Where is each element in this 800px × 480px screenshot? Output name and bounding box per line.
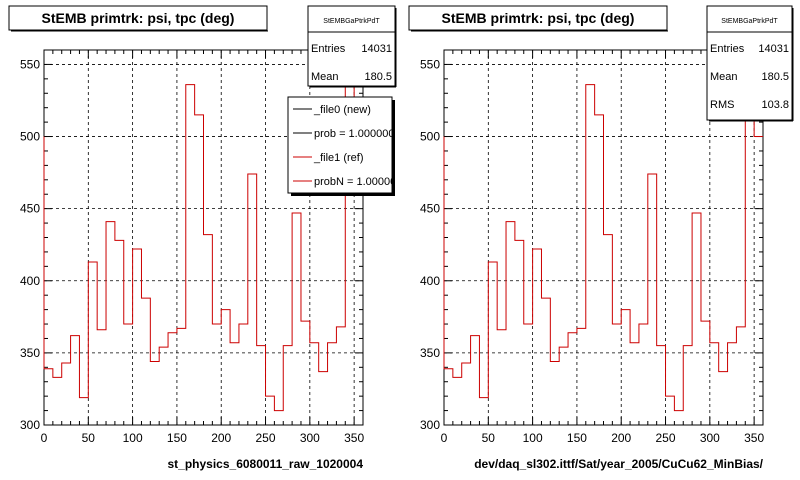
stats-value: 14031 [361, 43, 392, 55]
histogram-series-line [443, 68, 763, 412]
stats-name: StEMBGaPtrkPdT [721, 18, 778, 25]
legend-box [287, 96, 393, 194]
stats-label: RMS [710, 99, 734, 111]
stats-value: 180.5 [364, 71, 392, 83]
y-tick-label: 350 [420, 346, 440, 360]
stats-label: Entries [311, 43, 346, 55]
legend-label: probN = 1.000000 [314, 176, 402, 188]
legend-label: _file0 (new) [313, 104, 371, 116]
stats-value: 14031 [758, 43, 789, 55]
title-box [408, 5, 668, 31]
chart-title: StEMB primtrk: psi, tpc (deg) [42, 10, 235, 26]
y-tick-label: 400 [20, 274, 40, 288]
histogram-series-line [43, 68, 363, 412]
y-tick-label: 400 [420, 274, 440, 288]
stats-box [307, 5, 396, 87]
stats-label: Mean [311, 71, 339, 83]
x-tick-label: 200 [611, 431, 631, 445]
histogram-panel-1: 300 350 400 450 500 550 0 50 100 150 200 250 300 350 S… [8, 5, 402, 471]
y-tick-label: 550 [20, 57, 40, 71]
x-tick-label: 100 [523, 431, 543, 445]
x-tick-label: 250 [656, 431, 676, 445]
y-tick-label: 500 [20, 130, 40, 144]
chart-title: StEMB primtrk: psi, tpc (deg) [442, 10, 635, 26]
y-tick-label: 500 [420, 130, 440, 144]
legend-label: prob = 1.000000 [314, 128, 394, 140]
x-tick-label: 150 [567, 431, 587, 445]
title-box [8, 5, 268, 31]
x-tick-label: 300 [700, 431, 720, 445]
y-tick-label: 300 [420, 418, 440, 432]
x-tick-label: 200 [211, 431, 231, 445]
y-tick-label: 300 [20, 418, 40, 432]
y-tick-label: 550 [420, 57, 440, 71]
x-tick-label: 50 [82, 431, 96, 445]
y-tick-label: 450 [420, 202, 440, 216]
stats-value: 103.8 [761, 99, 789, 111]
stats-name: StEMBGaPtrkPdT [323, 18, 380, 25]
x-axis-label: dev/daq_sl302.ittf/Sat/year_2005/CuCu62_… [474, 457, 763, 471]
histogram-panel-2: 300 350 400 450 500 550 0 50 100 150 200 250 300 350 S… [408, 5, 794, 471]
x-axis-label: st_physics_6080011_raw_1020004 [167, 457, 363, 471]
x-tick-label: 100 [123, 431, 143, 445]
x-tick-label: 150 [167, 431, 187, 445]
stats-label: Mean [710, 71, 738, 83]
y-tick-label: 350 [20, 346, 40, 360]
x-tick-label: 250 [256, 431, 276, 445]
stats-label: Entries [710, 43, 745, 55]
stats-value: 180.5 [761, 71, 789, 83]
y-tick-label: 450 [20, 202, 40, 216]
x-tick-label: 350 [344, 431, 364, 445]
x-tick-label: 0 [441, 431, 448, 445]
legend-entries: _file0 (new) prob = 1.000000 _file1 (ref) p… [293, 104, 402, 188]
x-tick-label: 0 [41, 431, 48, 445]
x-tick-label: 300 [300, 431, 320, 445]
stats-box [706, 5, 793, 121]
x-tick-label: 350 [744, 431, 764, 445]
x-tick-label: 50 [482, 431, 496, 445]
legend-label: _file1 (ref) [313, 152, 364, 164]
